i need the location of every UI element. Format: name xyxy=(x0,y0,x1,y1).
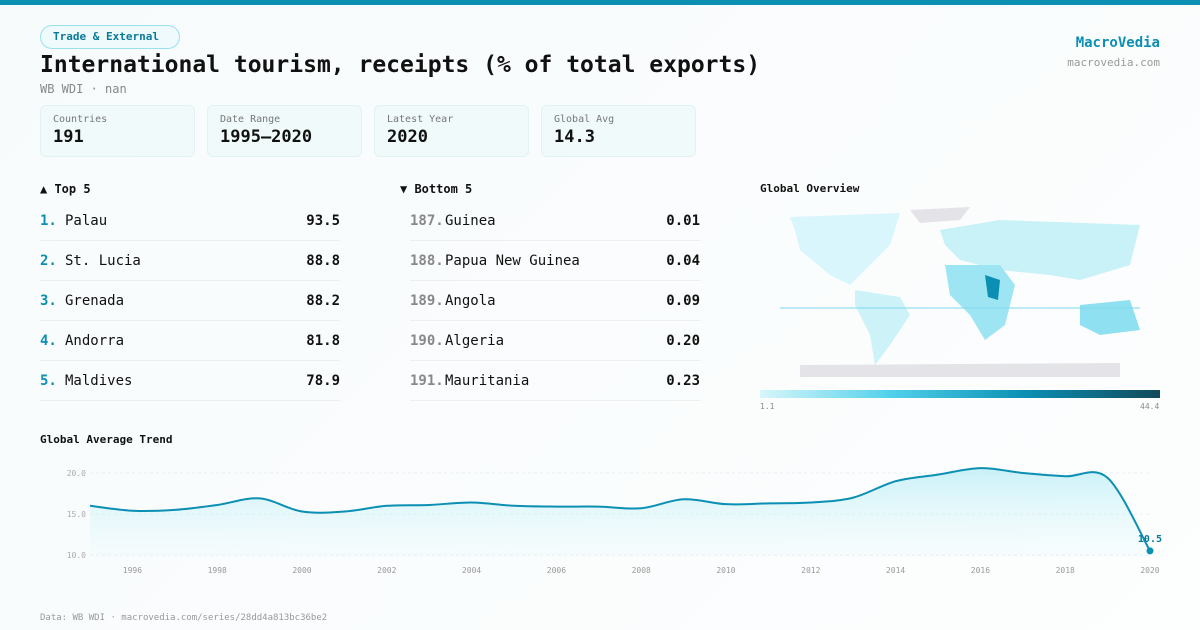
list-item[interactable]: 1. Palau 93.5 xyxy=(40,201,340,241)
y-tick-label: 10.0 xyxy=(67,551,86,560)
world-map[interactable] xyxy=(760,205,1160,380)
x-tick-label: 2012 xyxy=(801,566,820,575)
rank: 4. xyxy=(40,332,57,349)
x-tick-label: 1998 xyxy=(208,566,227,575)
x-tick-label: 2006 xyxy=(547,566,566,575)
stat-value: 191 xyxy=(53,127,84,147)
rank: 5. xyxy=(40,372,57,389)
south-america xyxy=(855,290,910,365)
country-value: 0.20 xyxy=(666,332,700,349)
country-name: Grenada xyxy=(65,292,125,309)
stat-label: Date Range xyxy=(220,114,281,125)
list-item[interactable]: 191. Mauritania 0.23 xyxy=(410,361,700,401)
rank: 188. xyxy=(410,252,444,269)
footer-source[interactable]: Data: WB WDI · macrovedia.com/series/28d… xyxy=(40,613,328,623)
stat-value: 14.3 xyxy=(554,127,595,147)
country-name: Guinea xyxy=(445,212,496,229)
page-title: International tourism, receipts (% of to… xyxy=(40,52,761,78)
x-tick-label: 2002 xyxy=(377,566,396,575)
stat-latest-year: Latest Year 2020 xyxy=(374,105,529,157)
country-name: Palau xyxy=(65,212,108,229)
country-value: 93.5 xyxy=(306,212,340,229)
stat-global-avg: Global Avg 14.3 xyxy=(541,105,696,157)
australia xyxy=(1080,300,1140,335)
rank: 1. xyxy=(40,212,57,229)
country-name: Algeria xyxy=(445,332,505,349)
trend-line xyxy=(89,467,1151,552)
list-item[interactable]: 4. Andorra 81.8 xyxy=(40,321,340,361)
list-item[interactable]: 190. Algeria 0.20 xyxy=(410,321,700,361)
x-tick-label: 2008 xyxy=(632,566,651,575)
country-value: 78.9 xyxy=(306,372,340,389)
x-tick-label: 2000 xyxy=(292,566,311,575)
x-tick-label: 2010 xyxy=(716,566,735,575)
rank: 187. xyxy=(410,212,444,229)
rank: 3. xyxy=(40,292,57,309)
country-name: Andorra xyxy=(65,332,125,349)
bottom5-list: 187. Guinea 0.01 188. Papua New Guinea 0.04 18… xyxy=(410,201,700,401)
map-color-legend xyxy=(760,390,1160,398)
trend-chart: 10.0 15.0 20.0 1996 1998 2000 2002 2004 2006 2008… xyxy=(67,467,1162,575)
list-item[interactable]: 189. Angola 0.09 xyxy=(410,281,700,321)
country-value: 0.01 xyxy=(666,212,700,229)
x-tick-label: 2020 xyxy=(1140,566,1159,575)
y-tick-label: 15.0 xyxy=(67,510,86,519)
brand-logo[interactable]: MacroVedia xyxy=(1075,35,1160,51)
country-value: 88.8 xyxy=(306,252,340,269)
list-item[interactable]: 3. Grenada 88.2 xyxy=(40,281,340,321)
top5-heading: ▲ Top 5 xyxy=(40,182,91,196)
stat-value: 1995–2020 xyxy=(220,127,313,147)
list-item[interactable]: 5. Maldives 78.9 xyxy=(40,361,340,401)
y-tick-label: 20.0 xyxy=(67,469,86,478)
country-name: Mauritania xyxy=(445,372,530,389)
country-name: Papua New Guinea xyxy=(445,252,580,269)
rank: 191. xyxy=(410,372,444,389)
stat-label: Latest Year xyxy=(387,114,454,125)
legend-max: 44.4 xyxy=(1140,402,1160,411)
brand-url[interactable]: macrovedia.com xyxy=(1067,56,1160,69)
page-subtitle: WB WDI · nan xyxy=(40,82,127,96)
rank: 2. xyxy=(40,252,57,269)
x-tick-label: 2018 xyxy=(1056,566,1075,575)
list-item[interactable]: 2. St. Lucia 88.8 xyxy=(40,241,340,281)
country-value: 0.04 xyxy=(666,252,700,269)
africa xyxy=(945,265,1015,340)
antarctica xyxy=(800,363,1120,377)
country-value: 0.09 xyxy=(666,292,700,309)
top5-list: 1. Palau 93.5 2. St. Lucia 88.8 3. Grenada 88.2 4… xyxy=(40,201,340,401)
stat-value: 2020 xyxy=(387,127,428,147)
stat-label: Countries xyxy=(53,114,108,125)
last-value-label: 10.5 xyxy=(1138,534,1162,545)
trend-heading: Global Average Trend xyxy=(40,433,173,446)
rank: 189. xyxy=(410,292,444,309)
country-name: Angola xyxy=(445,292,496,309)
country-name: Maldives xyxy=(65,372,133,389)
country-name: St. Lucia xyxy=(65,252,141,269)
list-item[interactable]: 188. Papua New Guinea 0.04 xyxy=(410,241,700,281)
x-tick-label: 1996 xyxy=(123,566,142,575)
top-accent-bar xyxy=(0,0,1200,5)
stat-countries: Countries 191 xyxy=(40,105,195,157)
africa-high xyxy=(985,275,1000,300)
list-item[interactable]: 187. Guinea 0.01 xyxy=(410,201,700,241)
area-fill xyxy=(90,468,1150,557)
stat-label: Global Avg xyxy=(554,114,615,125)
map-heading: Global Overview xyxy=(760,182,860,195)
stat-date-range: Date Range 1995–2020 xyxy=(207,105,362,157)
greenland xyxy=(910,207,970,223)
north-america xyxy=(790,213,900,285)
x-tick-label: 2014 xyxy=(886,566,905,575)
last-point[interactable] xyxy=(1146,547,1154,555)
country-value: 88.2 xyxy=(306,292,340,309)
country-value: 0.23 xyxy=(666,372,700,389)
category-badge[interactable]: Trade & External xyxy=(40,25,180,49)
x-tick-label: 2004 xyxy=(462,566,481,575)
country-value: 81.8 xyxy=(306,332,340,349)
x-tick-label: 2016 xyxy=(971,566,990,575)
legend-min: 1.1 xyxy=(760,402,775,411)
bottom5-heading: ▼ Bottom 5 xyxy=(400,182,473,196)
rank: 190. xyxy=(410,332,444,349)
